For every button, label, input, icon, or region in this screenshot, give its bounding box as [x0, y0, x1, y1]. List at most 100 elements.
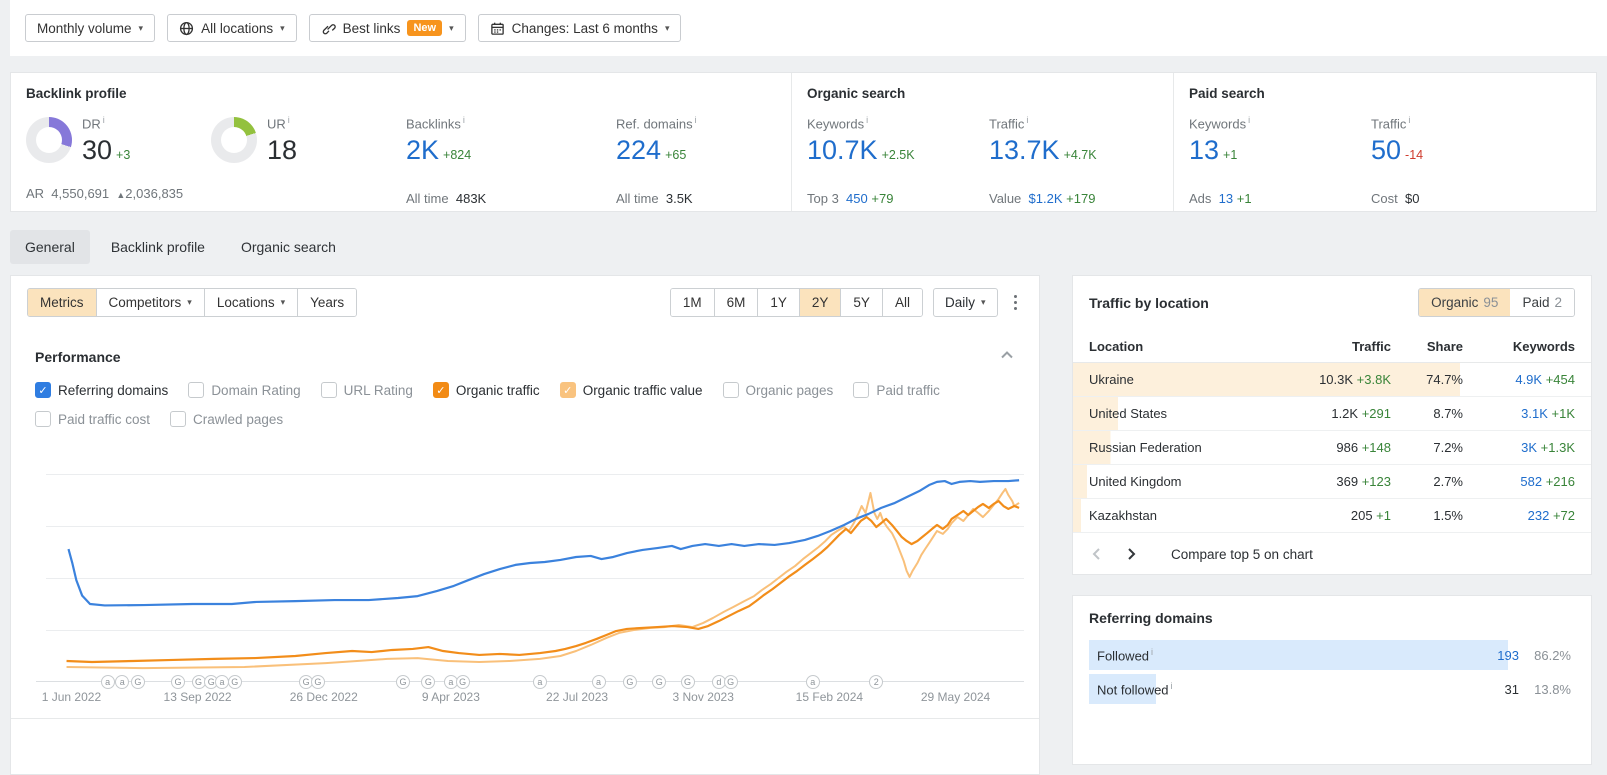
toggle-paid[interactable]: Paid 2 — [1510, 289, 1574, 316]
tab-general[interactable]: General — [10, 230, 90, 264]
tab-backlink-profile[interactable]: Backlink profile — [110, 239, 205, 255]
annotation-marker-G[interactable]: G — [310, 675, 325, 689]
ref-row-value[interactable]: 193 — [1497, 647, 1519, 663]
metric-checkbox-referring-domains[interactable]: ✓ Referring domains — [35, 382, 168, 398]
info-icon[interactable]: i — [102, 115, 105, 125]
toggle-organic[interactable]: Organic 95 — [1419, 289, 1511, 316]
range-button-5y[interactable]: 5Y — [840, 289, 882, 316]
keywords-value[interactable]: 4.9K — [1515, 372, 1543, 387]
range-button-1m[interactable]: 1M — [670, 289, 714, 316]
annotation-marker-G[interactable]: G — [622, 675, 637, 689]
view-button-locations[interactable]: Locations ▾ — [203, 289, 298, 316]
annotation-marker-G[interactable]: G — [130, 675, 145, 689]
ref-domains-row[interactable]: Followed i 193 86.2% — [1089, 640, 1575, 670]
all-locations-dropdown[interactable]: All locations ▾ — [167, 14, 297, 42]
metric-checkbox-organic-traffic[interactable]: ✓ Organic traffic — [432, 382, 540, 398]
new-badge: New — [407, 20, 443, 36]
annotation-marker-G[interactable]: G — [652, 675, 667, 689]
changes-dropdown[interactable]: Changes: Last 6 months ▾ — [477, 14, 682, 42]
view-button-years[interactable]: Years — [297, 289, 357, 316]
annotation-marker-a[interactable]: a — [532, 675, 547, 689]
dr-stat: DR i 30 +3 — [26, 115, 211, 166]
annotation-marker-a[interactable]: a — [215, 675, 230, 689]
ref-domains-row[interactable]: Not followed i 31 13.8% — [1089, 674, 1575, 704]
calendar-icon — [490, 22, 504, 35]
range-button-2y[interactable]: 2Y — [798, 289, 841, 316]
organic-keywords-value[interactable]: 10.7K +2.5K — [807, 135, 915, 166]
location-row[interactable]: United Kingdom 369 +123 2.7% 582 +216 — [1073, 465, 1591, 499]
compare-top5-label[interactable]: Compare top 5 on chart — [1171, 546, 1313, 562]
location-table-header: Location Traffic Share Keywords — [1073, 331, 1591, 363]
section-tabs: General Backlink profile Organic search — [10, 230, 351, 264]
paid-traffic-value[interactable]: 50 -14 — [1371, 135, 1424, 166]
granularity-dropdown[interactable]: Daily ▾ — [932, 288, 998, 317]
info-icon[interactable]: i — [1151, 646, 1154, 657]
annotation-marker-G[interactable]: G — [227, 675, 242, 689]
globe-icon — [180, 21, 194, 35]
paid-keywords-value[interactable]: 13 +1 — [1189, 135, 1238, 166]
backlink-profile-title: Backlink profile — [26, 86, 127, 101]
info-icon[interactable]: i — [287, 115, 290, 125]
annotation-marker-G[interactable]: G — [723, 675, 738, 689]
ref-domains-value[interactable]: 224 +65 — [616, 135, 687, 166]
info-icon[interactable]: i — [1170, 680, 1173, 691]
range-button-6m[interactable]: 6M — [713, 289, 758, 316]
ar-value[interactable]: 4,550,691 — [51, 186, 110, 201]
annotation-marker-G[interactable]: G — [455, 675, 470, 689]
info-icon[interactable]: i — [1248, 115, 1251, 125]
location-table: Location Traffic Share Keywords Ukraine 1… — [1073, 331, 1591, 533]
keywords-value[interactable]: 3.1K — [1521, 406, 1548, 421]
metric-checkbox-crawled-pages[interactable]: Crawled pages — [170, 411, 283, 427]
metric-checkbox-paid-traffic-cost[interactable]: Paid traffic cost — [35, 411, 150, 427]
tab-organic-search[interactable]: Organic search — [240, 239, 336, 255]
unchecked-checkbox-icon — [853, 382, 870, 398]
annotation-marker-G[interactable]: G — [204, 675, 219, 689]
info-icon[interactable]: i — [462, 115, 465, 125]
annotation-marker-2[interactable]: 2 — [869, 675, 884, 689]
metric-checkbox-domain-rating[interactable]: Domain Rating — [188, 382, 301, 398]
keywords-value[interactable]: 582 — [1520, 474, 1543, 489]
range-button-all[interactable]: All — [881, 289, 922, 316]
performance-title: Performance — [35, 348, 121, 365]
organic-traffic-value[interactable]: 13.7K +4.7K — [989, 135, 1097, 166]
prev-page-button[interactable] — [1089, 546, 1105, 562]
x-axis-label: 29 May 2024 — [920, 690, 991, 704]
range-button-1y[interactable]: 1Y — [757, 289, 799, 316]
annotation-marker-G[interactable]: G — [395, 675, 410, 689]
info-icon[interactable]: i — [694, 115, 697, 125]
metric-checkbox-organic-pages[interactable]: Organic pages — [722, 382, 833, 398]
annotation-marker-a[interactable]: a — [591, 675, 606, 689]
metric-label: Organic traffic value — [582, 382, 703, 398]
annotation-marker-G[interactable]: G — [421, 675, 436, 689]
location-row[interactable]: United States 1.2K +291 8.7% 3.1K +1K — [1073, 397, 1591, 431]
monthly-volume-dropdown[interactable]: Monthly volume ▾ — [25, 14, 156, 42]
best-links-dropdown[interactable]: Best links New ▾ — [308, 14, 466, 42]
location-row[interactable]: Kazakhstan 205 +1 1.5% 232 +72 — [1073, 499, 1591, 533]
metric-checkbox-paid-traffic[interactable]: Paid traffic — [853, 382, 940, 398]
info-icon[interactable]: i — [866, 115, 869, 125]
backlinks-value[interactable]: 2K +824 — [406, 135, 472, 166]
annotation-marker-a[interactable]: a — [100, 675, 115, 689]
location-row[interactable]: Ukraine 10.3K +3.8K 74.7% 4.9K +454 — [1073, 363, 1591, 397]
next-page-button[interactable] — [1123, 546, 1139, 562]
location-row[interactable]: Russian Federation 986 +148 7.2% 3K +1.3K — [1073, 431, 1591, 465]
annotation-marker-G[interactable]: G — [171, 675, 186, 689]
metric-checkbox-url-rating[interactable]: URL Rating — [320, 382, 413, 398]
collapse-section-button[interactable] — [999, 347, 1015, 366]
view-button-metrics[interactable]: Metrics — [28, 289, 96, 316]
annotation-marker-a[interactable]: a — [443, 675, 458, 689]
view-button-competitors[interactable]: Competitors ▾ — [95, 289, 204, 316]
keywords-value[interactable]: 3K — [1521, 440, 1538, 455]
more-options-button[interactable] — [1008, 291, 1024, 315]
annotation-marker-a[interactable]: a — [115, 675, 130, 689]
keywords-value[interactable]: 232 — [1527, 508, 1550, 523]
annotation-marker-a[interactable]: a — [805, 675, 820, 689]
metric-checkbox-organic-traffic-value[interactable]: ✓ Organic traffic value — [559, 382, 703, 398]
info-icon[interactable]: i — [1408, 115, 1411, 125]
unchecked-checkbox-icon — [188, 382, 205, 398]
info-icon[interactable]: i — [1026, 115, 1029, 125]
annotation-marker-G[interactable]: G — [680, 675, 695, 689]
ar-label: AR — [26, 186, 45, 201]
ar-delta: ▲2,036,835 — [116, 186, 184, 201]
